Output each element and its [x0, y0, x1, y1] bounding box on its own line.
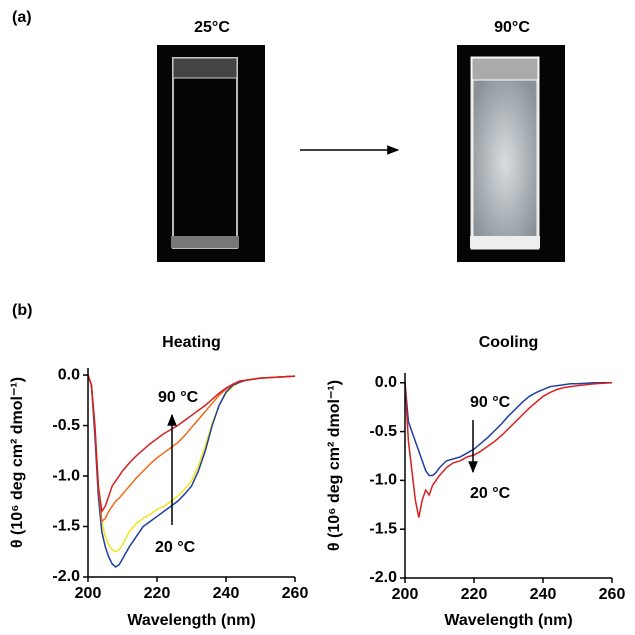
- x-tick-label: 260: [599, 586, 626, 603]
- y-tick-label: -1.5: [369, 520, 397, 537]
- panel-label: (b): [12, 302, 32, 319]
- y-tick-label: 0.0: [58, 366, 80, 383]
- photo: [457, 45, 565, 262]
- x-tick-label: 200: [392, 586, 419, 603]
- y-tick-label: 0.0: [375, 374, 397, 391]
- y-tick-label: -2.0: [52, 568, 80, 585]
- series-line: [87, 374, 296, 568]
- x-tick-label: 240: [530, 586, 557, 603]
- y-tick-label: -0.5: [369, 423, 397, 440]
- chart-title: Cooling: [479, 334, 539, 351]
- annotation: 20 °C: [155, 539, 196, 556]
- x-tick-label: 220: [461, 586, 488, 603]
- y-tick-label: -1.5: [52, 518, 80, 535]
- y-tick-label: -1.0: [369, 472, 397, 489]
- photo-label: 90°C: [494, 19, 530, 36]
- annotation: 90 °C: [158, 389, 199, 406]
- x-tick-label: 240: [213, 585, 240, 602]
- y-axis-label: θ (10⁶ deg cm² dmol⁻¹): [9, 377, 26, 548]
- photo: [157, 45, 265, 262]
- x-axis-label: Wavelength (nm): [127, 612, 255, 629]
- y-tick-label: -2.0: [369, 569, 397, 586]
- series-line: [404, 382, 613, 518]
- y-tick-label: -1.0: [52, 467, 80, 484]
- panel-label: (a): [12, 9, 32, 26]
- annotation: 90 °C: [470, 394, 511, 411]
- x-tick-label: 260: [282, 585, 309, 602]
- annotation: 20 °C: [470, 485, 511, 502]
- series-line: [404, 382, 612, 477]
- y-axis-label: θ (10⁶ deg cm² dmol⁻¹): [326, 380, 343, 551]
- series-line: [87, 374, 296, 514]
- x-tick-label: 220: [144, 585, 171, 602]
- chart-title: Heating: [162, 334, 221, 351]
- x-tick-label: 200: [75, 585, 102, 602]
- photo-label: 25°C: [194, 19, 230, 36]
- y-tick-label: -0.5: [52, 417, 80, 434]
- x-axis-label: Wavelength (nm): [444, 612, 572, 629]
